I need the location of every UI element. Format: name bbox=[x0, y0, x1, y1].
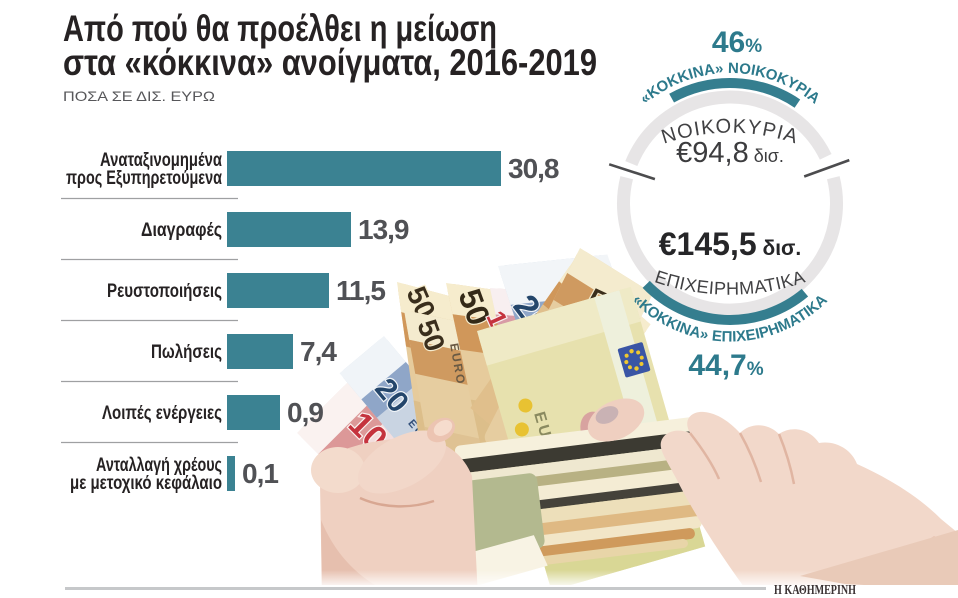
svg-text:Η ΚΑΘΗΜΕΡΙΝΗ: Η ΚΑΘΗΜΕΡΙΝΗ bbox=[774, 583, 856, 598]
svg-text:Από πού θα προέλθει η μείωση: Από πού θα προέλθει η μείωση bbox=[63, 8, 497, 49]
svg-text:11,5: 11,5 bbox=[336, 275, 385, 306]
svg-text:Ρευστοποιήσεις: Ρευστοποιήσεις bbox=[107, 281, 222, 302]
svg-text:€94,8 δισ.: €94,8 δισ. bbox=[676, 137, 784, 169]
svg-text:30,8: 30,8 bbox=[508, 153, 559, 184]
svg-text:Διαγραφές: Διαγραφές bbox=[141, 220, 222, 241]
svg-text:7,4: 7,4 bbox=[300, 336, 337, 367]
svg-text:Αναταξινομημένα: Αναταξινομημένα bbox=[100, 150, 222, 171]
svg-text:Ανταλλαγή χρέους: Ανταλλαγή χρέους bbox=[96, 455, 222, 476]
svg-text:€145,5 δισ.: €145,5 δισ. bbox=[659, 226, 801, 262]
svg-text:Λοιπές ενέργειες: Λοιπές ενέργειες bbox=[102, 403, 222, 424]
svg-text:με μετοχικό κεφάλαιο: με μετοχικό κεφάλαιο bbox=[70, 473, 222, 494]
svg-text:προς Εξυπηρετούμενα: προς Εξυπηρετούμενα bbox=[66, 168, 222, 189]
svg-text:Πωλήσεις: Πωλήσεις bbox=[151, 342, 222, 363]
svg-text:0,1: 0,1 bbox=[242, 458, 278, 489]
svg-text:0,9: 0,9 bbox=[287, 397, 323, 428]
svg-text:ΠΟΣΑ ΣΕ ΔΙΣ. ΕΥΡΩ: ΠΟΣΑ ΣΕ ΔΙΣ. ΕΥΡΩ bbox=[63, 88, 215, 104]
svg-text:44,7%: 44,7% bbox=[688, 349, 763, 382]
svg-text:46%: 46% bbox=[712, 26, 762, 59]
svg-text:στα «κόκκινα» ανοίγματα, 2016-: στα «κόκκινα» ανοίγματα, 2016-2019 bbox=[63, 42, 597, 83]
svg-text:13,9: 13,9 bbox=[358, 214, 409, 245]
